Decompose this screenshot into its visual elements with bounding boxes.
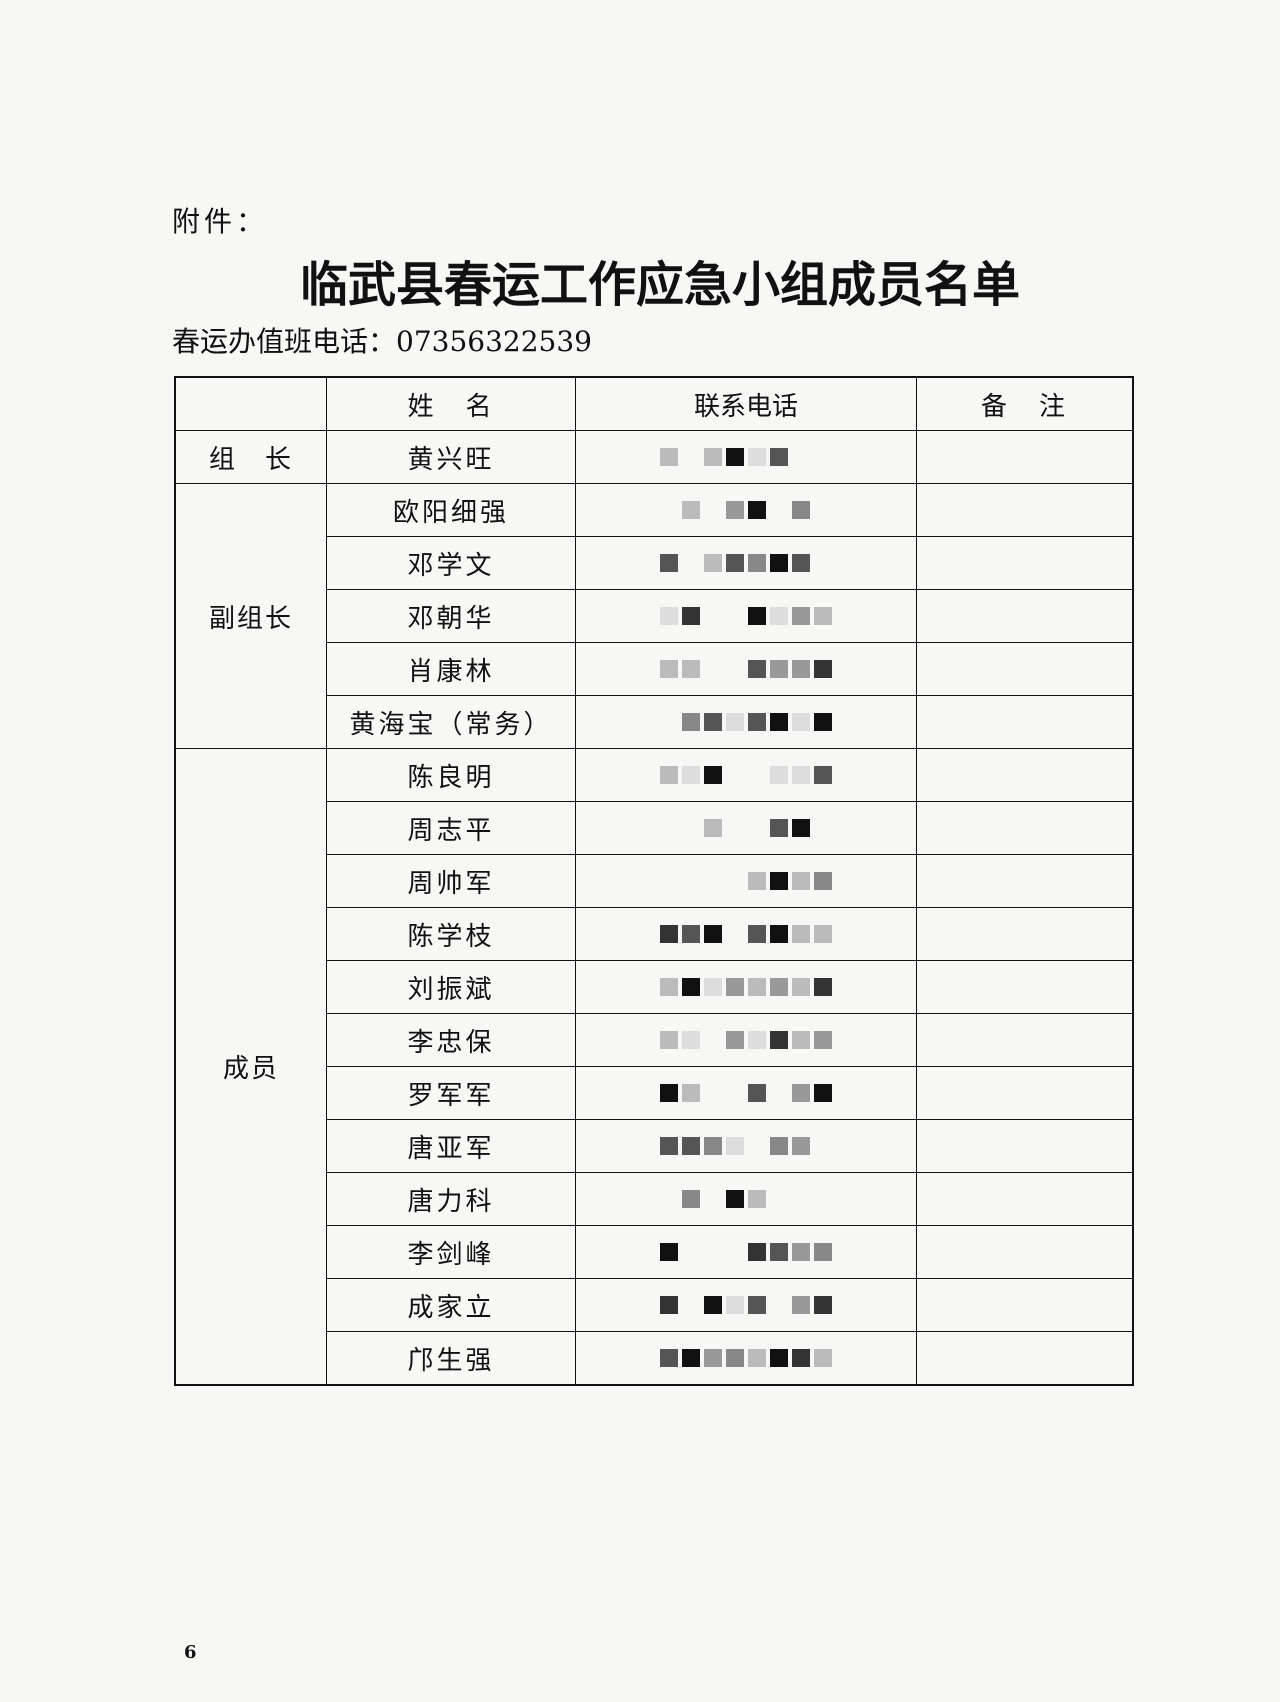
note-cell: [916, 1331, 1134, 1386]
pixelation-mosaic: [576, 643, 916, 695]
pixelation-mosaic: [576, 1014, 916, 1066]
member-table: 姓 名 联系电话 备 注 组 长黄兴旺 副组长 欧阳细强 邓学文 邓朝华 肖康林 黄海宝（常…: [174, 376, 1134, 1386]
hotline-text: 春运办值班电话：07356322539: [172, 325, 592, 358]
table-row: 李剑峰: [175, 1225, 1134, 1279]
table-row: 唐力科: [175, 1172, 1134, 1226]
table-row: 副组长 欧阳细强: [174, 483, 1134, 749]
note-cell: [916, 536, 1134, 590]
name-cell: 成家立: [326, 1278, 576, 1332]
phone-cell-redacted: [575, 1278, 917, 1332]
phone-cell-redacted: [575, 1225, 917, 1279]
pixelation-mosaic: [576, 855, 916, 907]
pixelation-mosaic: [576, 908, 916, 960]
table-row: 邝生强: [175, 1331, 1134, 1386]
name-cell: 肖康林: [326, 642, 576, 696]
table-row: 周帅军: [175, 854, 1134, 908]
phone-cell-redacted: [575, 536, 917, 590]
pixelation-mosaic: [576, 1173, 916, 1225]
name-cell: 黄海宝（常务）: [326, 695, 576, 749]
phone-cell-redacted: [575, 1119, 917, 1173]
phone-cell-redacted: [575, 642, 917, 696]
phone-cell-redacted: [575, 854, 917, 908]
role-cell: 组 长: [174, 430, 327, 484]
pixelation-mosaic: [576, 1120, 916, 1172]
phone-cell-redacted: [575, 483, 917, 537]
pixelation-mosaic: [576, 1332, 916, 1384]
note-cell: [916, 1225, 1134, 1279]
note-cell: [916, 748, 1134, 802]
role-cell: 副组长: [174, 483, 327, 749]
name-cell: 邝生强: [326, 1331, 576, 1386]
name-cell: 李忠保: [326, 1013, 576, 1067]
phone-cell-redacted: [575, 1331, 917, 1386]
pixelation-mosaic: [576, 749, 916, 801]
header-phone: 联系电话: [575, 376, 917, 431]
note-cell: [916, 1066, 1134, 1120]
name-cell: 黄兴旺: [326, 430, 576, 484]
note-cell: [916, 695, 1134, 749]
name-cell: 邓朝华: [326, 589, 576, 643]
note-cell: [916, 907, 1134, 961]
table-row: 黄海宝（常务）: [175, 695, 1134, 749]
note-cell: [916, 483, 1134, 537]
table-row: 邓学文: [175, 536, 1134, 590]
name-cell: 欧阳细强: [326, 483, 576, 537]
phone-cell-redacted: [575, 801, 917, 855]
phone-cell-redacted: [575, 748, 917, 802]
note-cell: [916, 1013, 1134, 1067]
phone-cell-redacted: [575, 1013, 917, 1067]
phone-cell-redacted: [575, 1172, 917, 1226]
name-cell: 唐亚军: [326, 1119, 576, 1173]
pixelation-mosaic: [576, 696, 916, 748]
name-cell: 罗军军: [326, 1066, 576, 1120]
name-cell: 李剑峰: [326, 1225, 576, 1279]
note-cell: [916, 960, 1134, 1014]
table-row: 组 长黄兴旺: [174, 430, 1134, 484]
pixelation-mosaic: [576, 1226, 916, 1278]
note-cell: [916, 430, 1134, 484]
table-header-row: 姓 名 联系电话 备 注: [174, 376, 1134, 431]
pixelation-mosaic: [576, 961, 916, 1013]
pixelation-mosaic: [576, 431, 916, 483]
pixelation-mosaic: [576, 537, 916, 589]
note-cell: [916, 589, 1134, 643]
page-number: 6: [184, 1642, 197, 1663]
pixelation-mosaic: [576, 484, 916, 536]
table-row: 成家立: [175, 1278, 1134, 1332]
note-cell: [916, 1278, 1134, 1332]
table-row: 成员 陈良明: [174, 748, 1134, 1386]
pixelation-mosaic: [576, 802, 916, 854]
header-role: [174, 376, 327, 431]
note-cell: [916, 801, 1134, 855]
name-cell: 刘振斌: [326, 960, 576, 1014]
table-row: 邓朝华: [175, 589, 1134, 643]
name-cell: 周志平: [326, 801, 576, 855]
attachment-label: 附件：: [172, 205, 269, 238]
name-cell: 周帅军: [326, 854, 576, 908]
note-cell: [916, 1119, 1134, 1173]
note-cell: [916, 1172, 1134, 1226]
name-cell: 唐力科: [326, 1172, 576, 1226]
table-row: 李忠保: [175, 1013, 1134, 1067]
phone-cell-redacted: [575, 589, 917, 643]
header-note: 备 注: [916, 376, 1134, 431]
phone-cell-redacted: [575, 695, 917, 749]
name-cell: 陈学枝: [326, 907, 576, 961]
pixelation-mosaic: [576, 1067, 916, 1119]
page-title: 临武县春运工作应急小组成员名单: [299, 257, 1020, 313]
phone-cell-redacted: [575, 960, 917, 1014]
table-row: 陈学枝: [175, 907, 1134, 961]
note-cell: [916, 642, 1134, 696]
name-cell: 陈良明: [326, 748, 576, 802]
phone-cell-redacted: [575, 907, 917, 961]
pixelation-mosaic: [576, 590, 916, 642]
name-cell: 邓学文: [326, 536, 576, 590]
role-cell: 成员: [174, 748, 327, 1386]
phone-cell-redacted: [575, 1066, 917, 1120]
pixelation-mosaic: [576, 1279, 916, 1331]
header-name: 姓 名: [326, 376, 576, 431]
note-cell: [916, 854, 1134, 908]
phone-cell-redacted: [575, 430, 917, 484]
